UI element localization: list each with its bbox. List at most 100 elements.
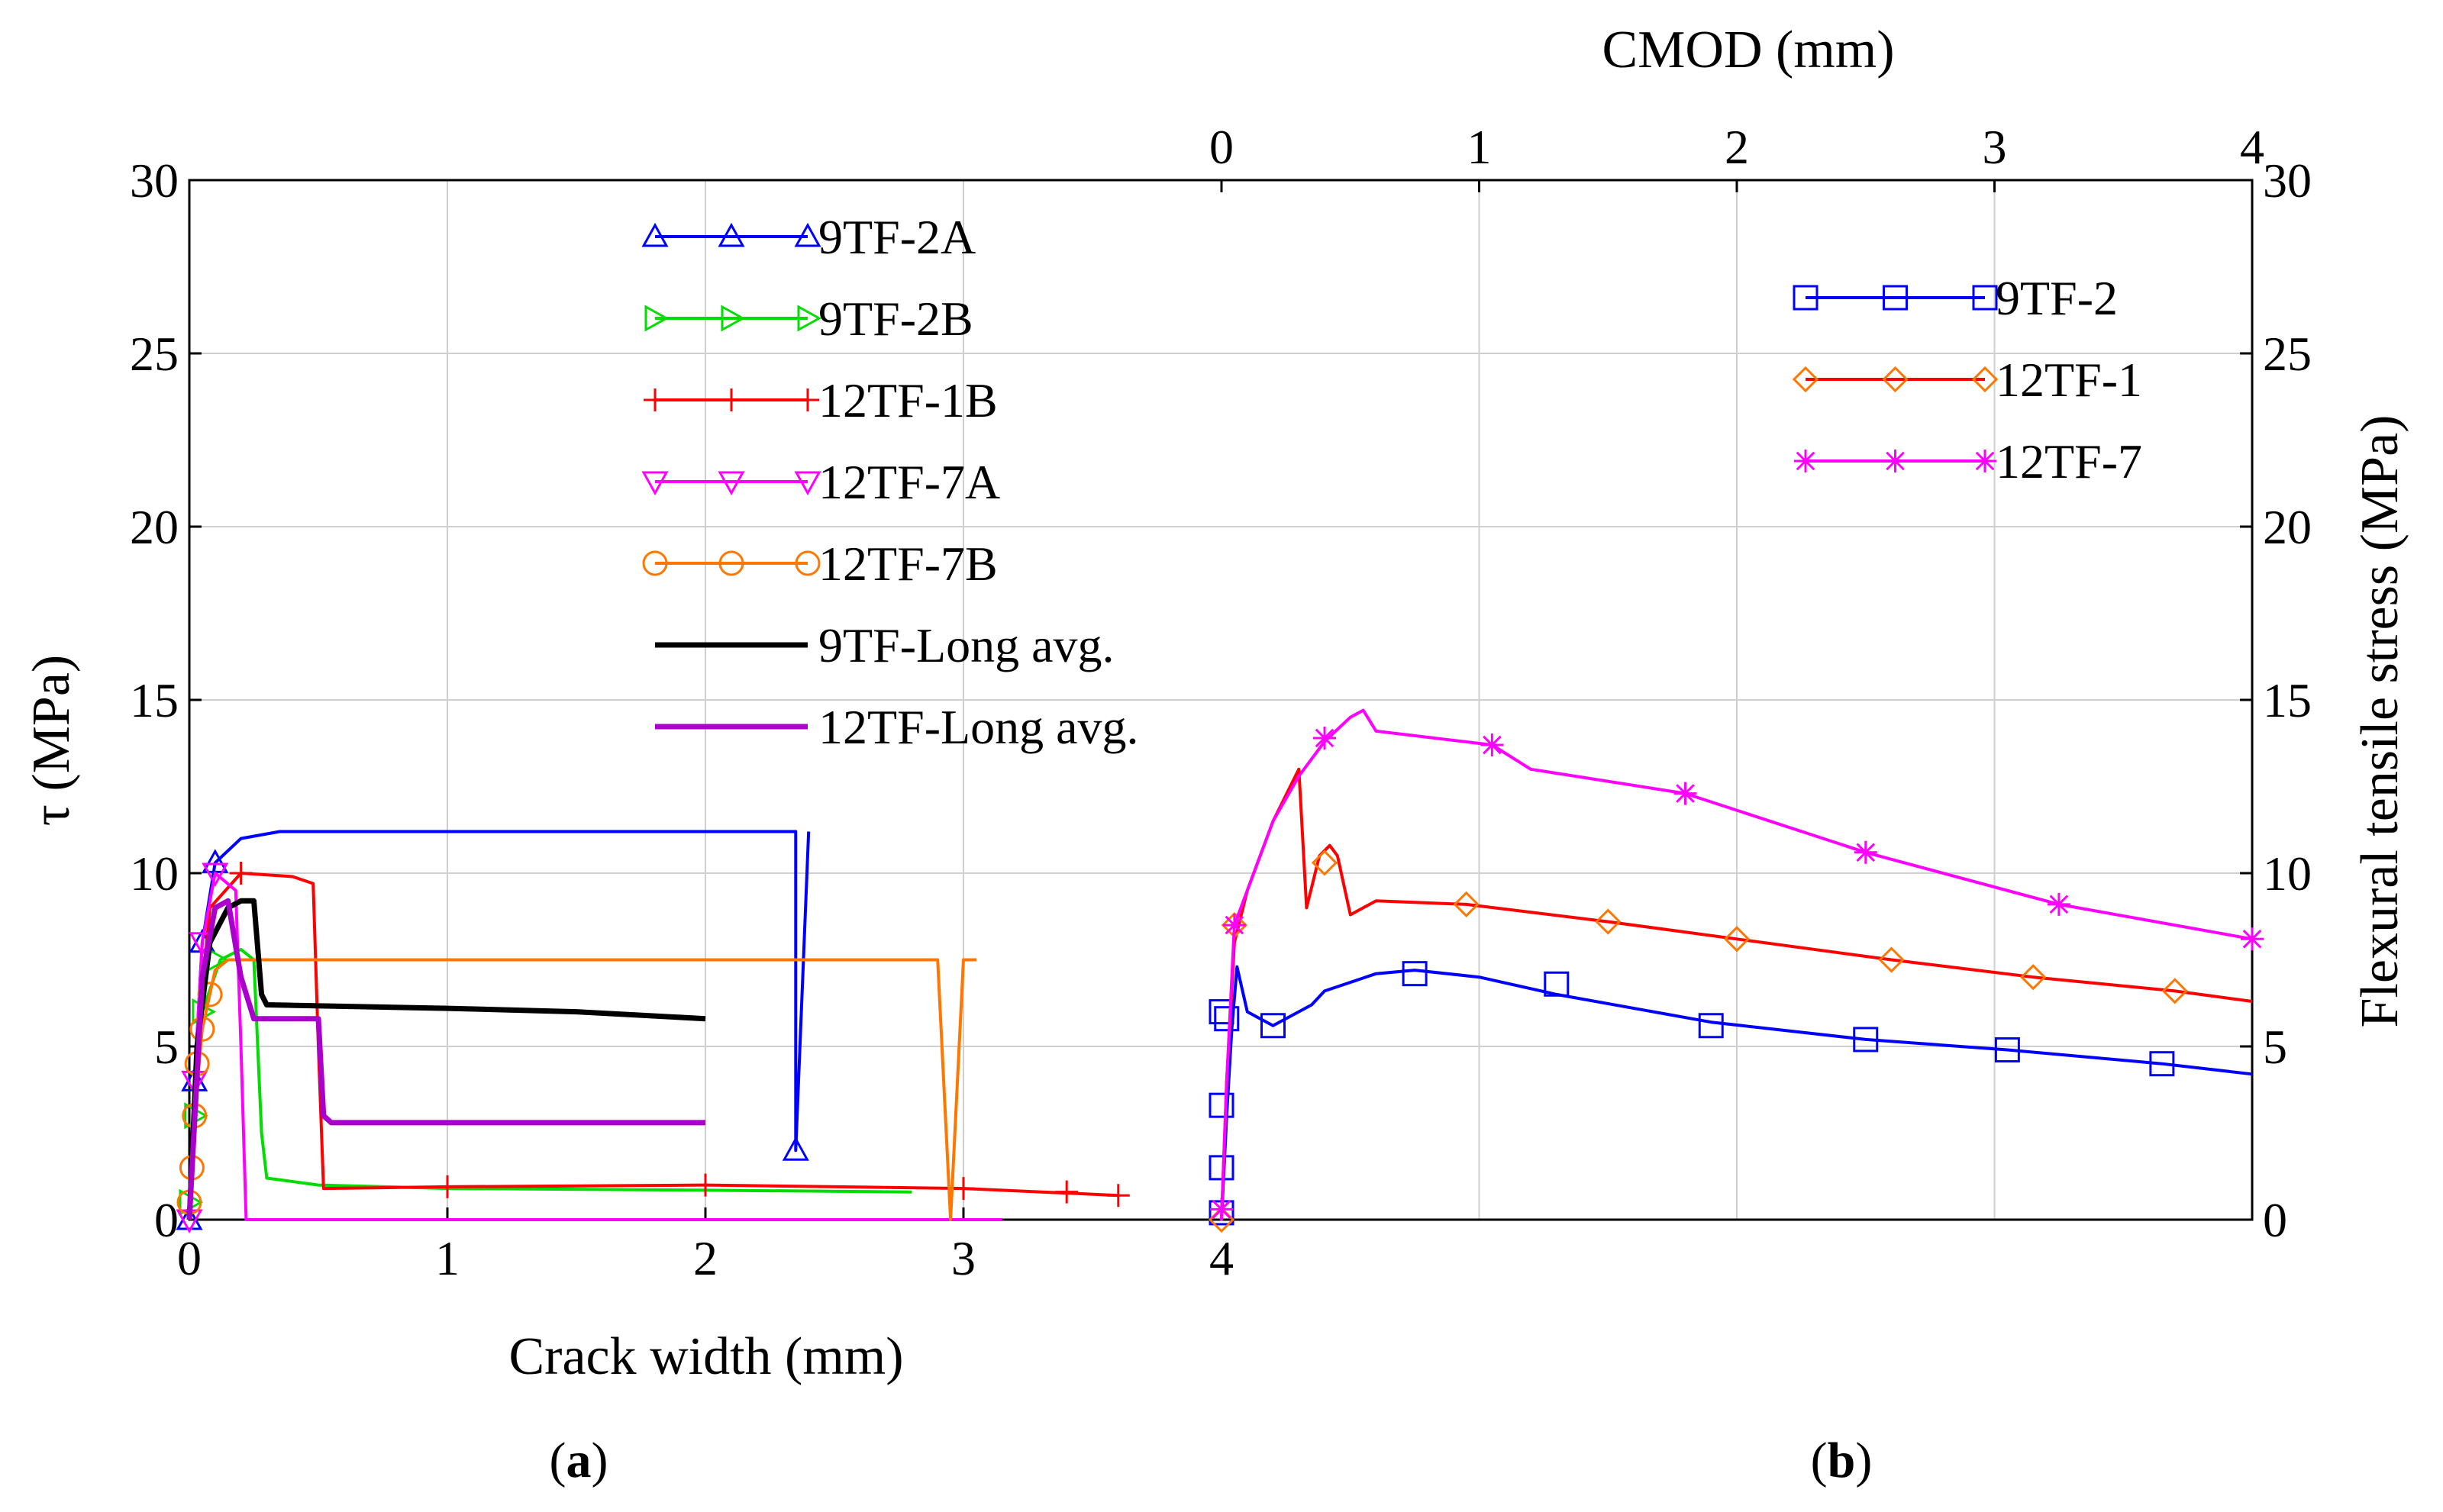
- xtick-a-0: 0: [177, 1231, 202, 1285]
- line-a-12tf-7b: [188, 958, 976, 1221]
- line-b-12tf-7: [1220, 708, 2253, 1220]
- legend-entry-b-12tf-1: 12TF-1: [1792, 353, 2142, 407]
- point-a-12tf-1b-1: [436, 1175, 459, 1198]
- ytick-b-4: 20: [2263, 500, 2312, 554]
- point-b-12tf-7-5: [1854, 840, 1877, 864]
- point-b-12tf-7-0: [1210, 1198, 1233, 1221]
- legend-marker-a-9tf-2a-2: [794, 222, 821, 247]
- series-a-12tf-7b: [176, 958, 976, 1221]
- point-b-12tf-1-8: [2161, 978, 2188, 1004]
- point-b-12tf-1-4: [1595, 908, 1622, 935]
- series-a-9tf-long-avg: [186, 898, 706, 1220]
- panel-label-a: (a): [550, 1433, 608, 1488]
- point-b-12tf-7-3: [1480, 733, 1504, 757]
- legend-marker-a-12tf-1b-1: [720, 388, 743, 411]
- ytick-b-1: 5: [2263, 1020, 2287, 1074]
- legend-marker-a-9tf-2b-0: [644, 305, 670, 332]
- legend-marker-b-12tf-7-2: [1973, 450, 1996, 472]
- legend-marker-a-9tf-2b-2: [797, 305, 822, 332]
- legend-marker-b-12tf-7-0: [1794, 450, 1817, 472]
- point-a-12tf-1b-5: [1106, 1184, 1130, 1207]
- point-b-9tf-2-11: [2149, 1051, 2175, 1077]
- ytick-a-5: 25: [130, 327, 179, 381]
- point-a-12tf-1b-3: [952, 1177, 975, 1201]
- legend-marker-a-12tf-7b-2: [795, 550, 821, 576]
- point-a-12tf-1b-2: [694, 1173, 717, 1197]
- legend-label-a-12tf-long-avg: 12TF-Long avg.: [818, 700, 1139, 754]
- point-b-12tf-1-7: [2020, 964, 2047, 991]
- legend-marker-b-12tf-1-0: [1792, 366, 1819, 393]
- xtick-b-4: 4: [2240, 120, 2264, 174]
- line-a-12tf-1b: [188, 872, 1118, 1220]
- line-a-9tf-2a: [188, 830, 811, 1220]
- point-b-12tf-7-2: [1313, 726, 1336, 750]
- point-a-12tf-7b-5: [197, 982, 223, 1007]
- ytick-a-4: 20: [130, 500, 179, 554]
- xtick-b-1: 1: [1467, 120, 1492, 174]
- series-a-9tf-2a: [176, 830, 811, 1230]
- xtick-b-2: 2: [1725, 120, 1749, 174]
- xtick-a-4: 4: [1209, 1231, 1234, 1285]
- point-b-9tf-2-7: [1544, 971, 1570, 997]
- point-b-9tf-2-2: [1209, 1092, 1234, 1118]
- point-b-12tf-7-1: [1222, 914, 1246, 937]
- legend-entry-a-12tf-1b: 12TF-1B: [644, 373, 998, 427]
- point-b-9tf-2-8: [1698, 1013, 1724, 1039]
- legend-marker-a-12tf-7a-2: [794, 471, 821, 496]
- legend-entry-b-9tf-2: 9TF-2: [1793, 271, 2118, 325]
- svg-text:(b): (b): [1811, 1433, 1873, 1488]
- point-a-12tf-7a-3: [202, 862, 229, 888]
- point-b-12tf-7-7: [2241, 927, 2264, 951]
- point-b-12tf-1-6: [1878, 946, 1905, 973]
- legend-entry-a-12tf-7a: 12TF-7A: [641, 455, 1000, 509]
- point-b-12tf-1-5: [1723, 926, 1751, 953]
- series-a-12tf-1b: [188, 862, 1130, 1220]
- ytick-a-0: 0: [154, 1193, 179, 1247]
- legend-entry-a-9tf-2b: 9TF-2B: [644, 292, 973, 346]
- xtick-a-1: 1: [435, 1231, 460, 1285]
- xtick-a-2: 2: [693, 1231, 718, 1285]
- point-b-12tf-7-4: [1673, 782, 1697, 805]
- point-b-9tf-2-3: [1209, 999, 1234, 1025]
- legend-marker-a-12tf-1b-0: [644, 388, 666, 411]
- legend-marker-a-12tf-1b-2: [796, 388, 819, 411]
- ytick-a-1: 5: [154, 1020, 179, 1074]
- legend-marker-a-12tf-7a-1: [718, 471, 745, 496]
- legend-marker-a-9tf-2b-1: [721, 305, 746, 332]
- legends: 9TF-2A 9TF-2B 12TF-1B 12TF-7A 12TF-7B 9TF-Lon…: [641, 210, 2142, 754]
- legend-marker-b-12tf-1-2: [1971, 366, 1999, 393]
- ylabel-b: Flexural tensile stress (MPa): [2351, 415, 2409, 1028]
- xlabel-b: CMOD (mm): [1602, 21, 1894, 79]
- data-series: [176, 708, 2264, 1234]
- line-a-9tf-long-avg: [186, 898, 706, 1220]
- point-b-12tf-1-2: [1311, 849, 1338, 876]
- legend-label-a-9tf-long-avg: 9TF-Long avg.: [818, 618, 1115, 672]
- point-a-9tf-2a-4: [782, 1136, 809, 1161]
- ytick-b-6: 30: [2263, 153, 2312, 208]
- xlabel-a: Crack width (mm): [508, 1327, 903, 1386]
- series-b-9tf-2: [1209, 961, 2253, 1226]
- xtick-b-3: 3: [1983, 120, 2007, 174]
- legend-marker-a-9tf-2a-0: [641, 222, 669, 247]
- ytick-a-3: 15: [130, 673, 179, 727]
- point-b-12tf-1-3: [1453, 891, 1480, 917]
- point-a-12tf-1b-0: [229, 862, 253, 885]
- line-a-12tf-long-avg: [186, 898, 705, 1220]
- legend-marker-b-9tf-2-1: [1883, 285, 1908, 311]
- legend-marker-a-12tf-7b-0: [642, 550, 668, 576]
- ytick-a-2: 10: [130, 846, 179, 901]
- point-b-9tf-2-5: [1260, 1013, 1286, 1039]
- legend-marker-a-12tf-7a-0: [641, 471, 669, 496]
- point-b-9tf-2-4: [1214, 1006, 1240, 1032]
- legend-entry-a-12tf-7b: 12TF-7B: [642, 537, 998, 591]
- point-b-9tf-2-1: [1209, 1155, 1234, 1181]
- legend-entry-a-12tf-long-avg: 12TF-Long avg.: [655, 700, 1139, 754]
- legend-marker-b-9tf-2-2: [1972, 285, 1998, 311]
- xtick-b-0: 0: [1209, 120, 1234, 174]
- panel-label-b: (b): [1811, 1433, 1873, 1488]
- point-b-9tf-2-9: [1853, 1027, 1879, 1053]
- grid-lines: [189, 180, 2252, 1220]
- point-b-9tf-2-10: [1994, 1037, 2020, 1063]
- ylabel-a: τ (MPa): [22, 655, 81, 827]
